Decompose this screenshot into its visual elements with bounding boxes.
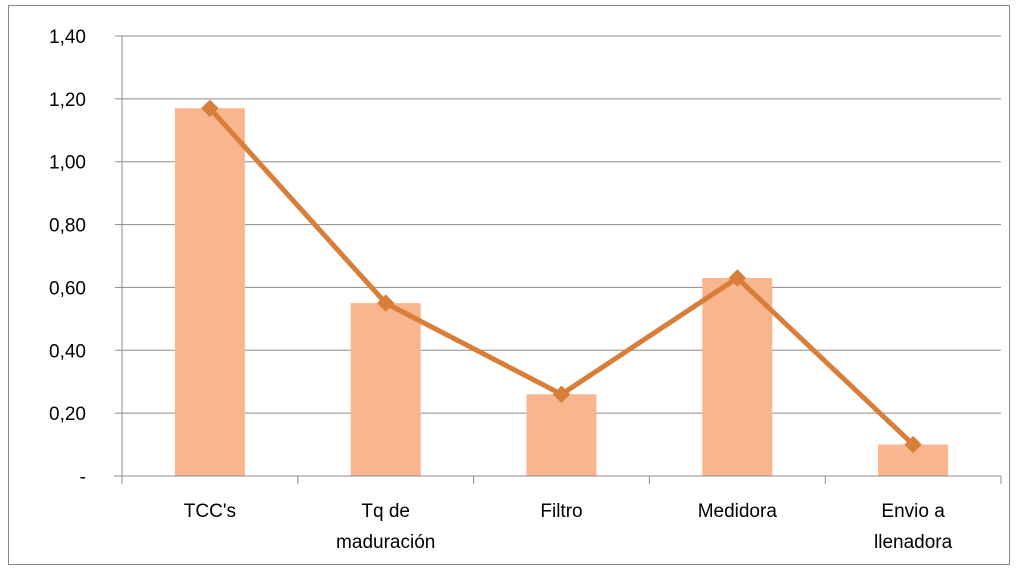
y-tick-labels: - 0,20 0,40 0,60 0,80 1,00 1,20 1,40 xyxy=(49,27,86,488)
y-tick-label: - xyxy=(80,467,86,488)
bar xyxy=(350,303,421,476)
y-tick-label: 1,20 xyxy=(49,90,86,111)
y-tick-label: 1,40 xyxy=(49,27,86,48)
line-marker xyxy=(552,385,571,403)
y-tick-label: 0,80 xyxy=(49,216,86,237)
x-tick-label: Filtro xyxy=(540,501,582,522)
line-marker xyxy=(904,435,922,454)
x-tick-label: Tq de xyxy=(361,501,410,522)
line-marker xyxy=(376,294,395,312)
bar xyxy=(526,394,597,476)
x-tick-labels: TCC's Tq de maduración Filtro Medidora Envio … xyxy=(184,501,953,553)
x-tick-label: llenadora xyxy=(874,532,953,553)
y-tick-label: 0,60 xyxy=(49,278,86,299)
line-marker xyxy=(728,269,747,287)
x-tick-label: TCC's xyxy=(184,501,236,522)
bar xyxy=(174,108,245,477)
line-markers xyxy=(201,99,922,454)
y-tick-label: 0,20 xyxy=(49,404,86,425)
x-tick-label: Envio a xyxy=(881,501,945,522)
bar xyxy=(702,278,773,476)
y-tick-label: 0,40 xyxy=(49,341,86,362)
bar-series xyxy=(174,108,949,477)
gridlines xyxy=(122,35,1001,414)
axes xyxy=(114,35,1002,484)
x-tick-label: maduración xyxy=(336,532,435,553)
y-tick-label: 1,00 xyxy=(49,153,86,174)
line-marker xyxy=(201,99,219,117)
x-tick-label: Medidora xyxy=(698,501,778,522)
